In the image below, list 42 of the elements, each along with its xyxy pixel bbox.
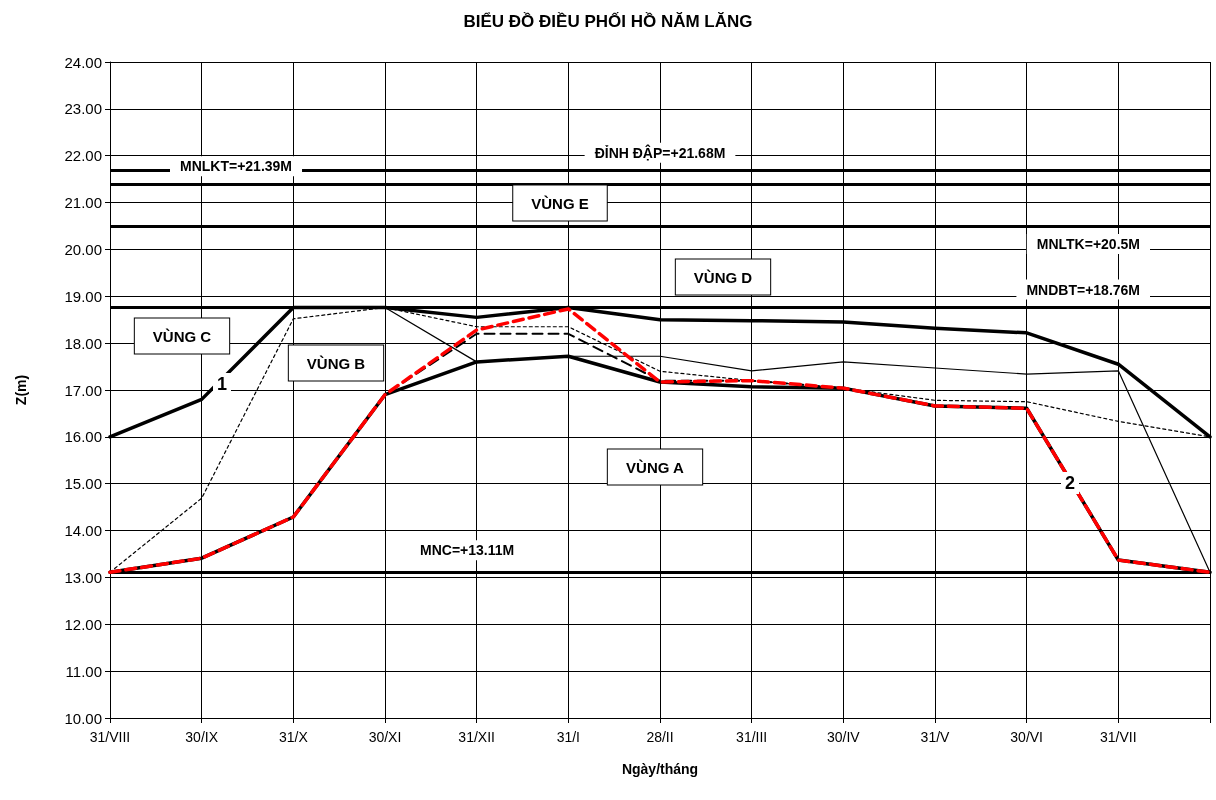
y-tick-label: 19.00 <box>64 287 102 305</box>
y-axis-title: Z(m) <box>13 374 29 406</box>
y-tick-label: 13.00 <box>64 568 102 586</box>
x-axis-title: Ngày/tháng <box>621 761 699 777</box>
x-tick-label: 30/IX <box>185 729 219 745</box>
x-tick-label: 31/VII <box>1100 729 1137 745</box>
annotation: 2 <box>1064 473 1076 493</box>
y-tick-label: 23.00 <box>64 100 102 118</box>
ref-line-label: MNLKT=+21.39M <box>180 158 293 175</box>
x-tick-label: 31/III <box>736 729 768 745</box>
chart-title: BIỂU ĐỒ ĐIỀU PHỐI HỒ NĂM LĂNG <box>463 11 753 31</box>
ref-line-label: ĐỈNH ĐẬP=+21.68M <box>594 143 726 161</box>
annotation: VÙNG E <box>531 194 589 212</box>
y-tick-label: 12.00 <box>64 615 102 633</box>
y-tick-label: 10.00 <box>64 709 102 727</box>
y-tick-label: 22.00 <box>64 147 102 165</box>
ref-line-label: MNDBT=+18.76M <box>1026 281 1140 298</box>
ref-line-label: MNLTK=+20.5M <box>1036 236 1140 252</box>
ref-line-label: MNC=+13.11M <box>420 542 515 559</box>
annotation: VÙNG A <box>626 458 685 476</box>
annotation: 1 <box>216 374 228 394</box>
y-tick-label: 14.00 <box>64 522 102 540</box>
x-tick-label: 30/VI <box>1010 729 1044 745</box>
x-tick-label: 31/I <box>556 729 581 745</box>
y-tick-label: 15.00 <box>64 475 102 493</box>
annotation: VÙNG D <box>693 268 753 286</box>
y-tick-label: 16.00 <box>64 428 102 446</box>
y-tick-label: 24.00 <box>64 53 102 71</box>
x-tick-label: 31/VIII <box>89 729 131 745</box>
x-tick-label: 30/XI <box>368 729 402 745</box>
x-tick-label: 28/II <box>646 729 674 745</box>
annotation: VÙNG C <box>152 327 212 345</box>
x-tick-label: 30/IV <box>826 729 861 745</box>
x-tick-label: 31/X <box>278 729 309 745</box>
annotation: VÙNG B <box>306 354 366 372</box>
y-tick-label: 11.00 <box>65 662 102 680</box>
y-tick-label: 21.00 <box>64 194 102 212</box>
y-tick-label: 18.00 <box>64 334 102 352</box>
y-tick-label: 20.00 <box>64 240 102 258</box>
x-tick-label: 31/XII <box>458 729 495 745</box>
x-tick-label: 31/V <box>920 729 951 745</box>
y-tick-label: 17.00 <box>64 381 102 399</box>
